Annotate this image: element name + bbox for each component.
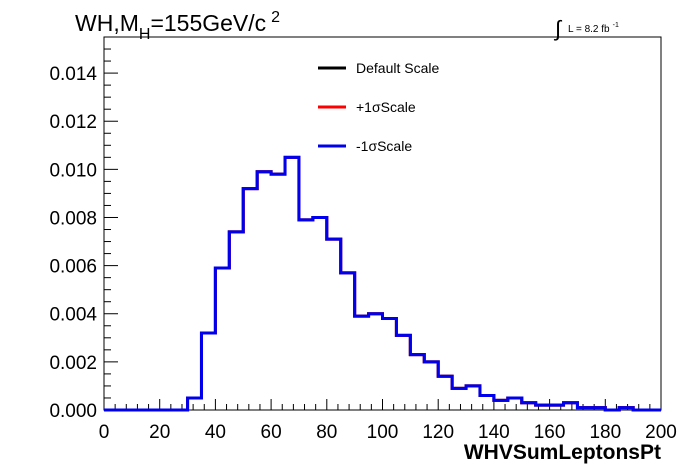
y-tick-label: 0.006 — [49, 257, 97, 278]
y-tick-label: 0.010 — [49, 160, 97, 181]
title-subscript: H — [139, 26, 151, 43]
lumi-label: L = 8.2 fb -1 — [568, 22, 619, 35]
chart-title: WH,MH=155GeV/c 2 — [75, 9, 280, 43]
y-tick-label: 0.004 — [49, 305, 97, 326]
x-tick-label: 200 — [645, 422, 677, 443]
series-line-1 — [104, 155, 661, 412]
x-tick-label: 120 — [422, 422, 454, 443]
y-tick-label: 0.000 — [49, 401, 97, 422]
title-superscript: 2 — [271, 9, 280, 26]
series-line-0 — [104, 155, 661, 412]
title-main: WH,M — [75, 10, 139, 36]
series-layer — [104, 155, 661, 412]
x-tick-label: 40 — [205, 422, 226, 443]
lumi-integral: ∫ — [553, 16, 563, 41]
series-line-2 — [104, 155, 661, 412]
x-tick-label: 20 — [149, 422, 170, 443]
plot-frame — [103, 36, 662, 411]
x-tick-label: 180 — [589, 422, 621, 443]
x-tick-label: 160 — [534, 422, 566, 443]
x-tick-label: 0 — [99, 422, 110, 443]
lumi-superscript: -1 — [613, 22, 619, 29]
x-axis-title: WHVSumLeptonsPt — [464, 441, 661, 464]
x-tick-label: 80 — [316, 422, 337, 443]
y-tick-label: 0.014 — [49, 64, 97, 85]
x-tick-label: 140 — [478, 422, 510, 443]
title-rest: =155GeV/c — [150, 10, 266, 36]
lumi-text: L = 8.2 fb — [568, 24, 610, 35]
y-tick-label: 0.002 — [49, 353, 97, 374]
y-tick-label: 0.012 — [49, 112, 97, 133]
legend-label: +1σScale — [356, 99, 416, 115]
legend: Default Scale +1σScale -1σScale — [318, 60, 439, 154]
legend-label: -1σScale — [356, 138, 412, 154]
x-tick-label: 100 — [367, 422, 399, 443]
axes: 0 20 40 60 80 100 120 140 160 180 200 0.000 0.002 0.0… — [49, 36, 677, 443]
x-tick-label: 60 — [261, 422, 282, 443]
y-tick-label: 0.008 — [49, 208, 97, 229]
legend-label: Default Scale — [356, 60, 439, 76]
